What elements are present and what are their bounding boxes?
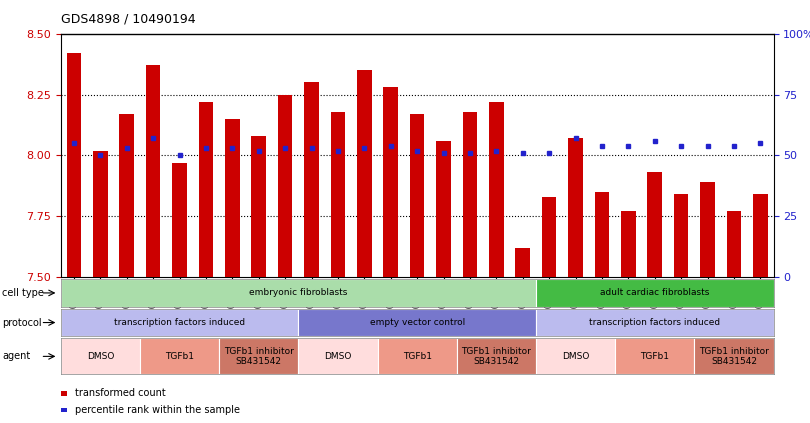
Bar bbox=[410, 114, 424, 277]
Text: TGFb1: TGFb1 bbox=[403, 352, 432, 361]
Bar bbox=[515, 248, 530, 277]
Bar bbox=[120, 114, 134, 277]
Bar bbox=[278, 95, 292, 277]
Bar bbox=[357, 70, 372, 277]
Bar bbox=[225, 119, 240, 277]
Text: agent: agent bbox=[2, 352, 31, 361]
Text: embryonic fibroblasts: embryonic fibroblasts bbox=[249, 288, 347, 297]
Bar bbox=[595, 192, 609, 277]
Text: percentile rank within the sample: percentile rank within the sample bbox=[75, 405, 241, 415]
Bar bbox=[489, 102, 504, 277]
Text: protocol: protocol bbox=[2, 318, 42, 327]
Bar bbox=[536, 338, 615, 374]
Bar bbox=[647, 173, 662, 277]
Text: transcription factors induced: transcription factors induced bbox=[589, 318, 720, 327]
Bar bbox=[146, 66, 160, 277]
Text: TGFb1 inhibitor
SB431542: TGFb1 inhibitor SB431542 bbox=[224, 347, 294, 366]
Bar bbox=[621, 212, 636, 277]
Text: empty vector control: empty vector control bbox=[369, 318, 465, 327]
Text: TGFb1: TGFb1 bbox=[640, 352, 669, 361]
Text: TGFb1: TGFb1 bbox=[165, 352, 194, 361]
Bar bbox=[536, 279, 774, 307]
Text: DMSO: DMSO bbox=[87, 352, 114, 361]
Text: DMSO: DMSO bbox=[324, 352, 352, 361]
Bar bbox=[569, 138, 583, 277]
Bar bbox=[383, 88, 398, 277]
Bar bbox=[536, 309, 774, 336]
Bar bbox=[61, 279, 536, 307]
Bar bbox=[701, 182, 714, 277]
Bar bbox=[61, 338, 140, 374]
Text: GDS4898 / 10490194: GDS4898 / 10490194 bbox=[61, 12, 195, 25]
Bar bbox=[305, 82, 319, 277]
Bar bbox=[61, 309, 298, 336]
Bar bbox=[542, 197, 556, 277]
Bar bbox=[93, 151, 108, 277]
Bar bbox=[298, 338, 377, 374]
Text: TGFb1 inhibitor
SB431542: TGFb1 inhibitor SB431542 bbox=[462, 347, 531, 366]
Bar bbox=[727, 212, 741, 277]
Bar bbox=[615, 338, 694, 374]
Text: adult cardiac fibroblasts: adult cardiac fibroblasts bbox=[600, 288, 710, 297]
Bar bbox=[198, 102, 213, 277]
Text: TGFb1 inhibitor
SB431542: TGFb1 inhibitor SB431542 bbox=[699, 347, 769, 366]
Text: DMSO: DMSO bbox=[562, 352, 589, 361]
Bar bbox=[298, 309, 536, 336]
Bar bbox=[457, 338, 536, 374]
Bar bbox=[753, 195, 768, 277]
Text: transformed count: transformed count bbox=[75, 388, 166, 398]
Bar bbox=[694, 338, 774, 374]
Bar bbox=[251, 136, 266, 277]
Text: transcription factors induced: transcription factors induced bbox=[114, 318, 245, 327]
Text: cell type: cell type bbox=[2, 288, 45, 298]
Bar bbox=[437, 141, 451, 277]
Bar bbox=[674, 195, 688, 277]
Bar bbox=[173, 163, 187, 277]
Bar bbox=[463, 112, 477, 277]
Bar bbox=[220, 338, 298, 374]
Bar bbox=[140, 338, 220, 374]
Bar bbox=[330, 112, 345, 277]
Bar bbox=[66, 53, 81, 277]
Bar bbox=[377, 338, 457, 374]
